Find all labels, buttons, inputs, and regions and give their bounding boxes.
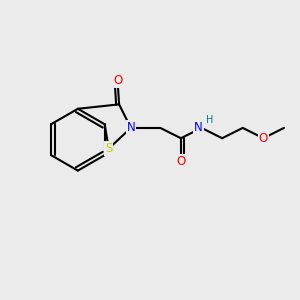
Text: H: H bbox=[206, 115, 213, 125]
Text: O: O bbox=[259, 132, 268, 145]
Text: S: S bbox=[105, 142, 112, 155]
Text: N: N bbox=[194, 122, 203, 134]
Text: N: N bbox=[127, 122, 135, 134]
Text: O: O bbox=[176, 155, 185, 168]
Text: O: O bbox=[113, 74, 122, 87]
